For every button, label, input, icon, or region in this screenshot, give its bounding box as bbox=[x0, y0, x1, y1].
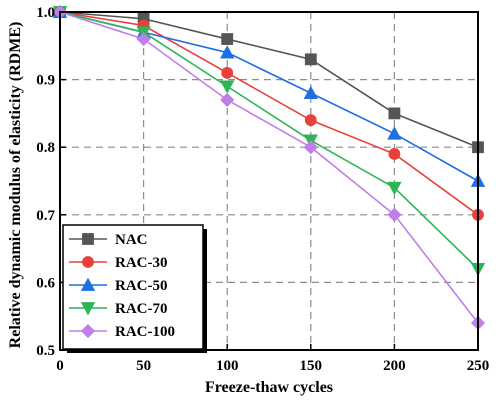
legend-marker bbox=[80, 323, 96, 339]
series-line bbox=[59, 11, 479, 216]
legend-label: NAC bbox=[115, 232, 148, 248]
legend-label: RAC-30 bbox=[115, 255, 168, 271]
legend-marker bbox=[82, 256, 94, 268]
data-point bbox=[303, 140, 318, 155]
series-rac-100 bbox=[52, 4, 486, 331]
x-tick-label: 250 bbox=[467, 358, 490, 374]
series-line bbox=[59, 11, 479, 270]
y-tick-label: 1.0 bbox=[36, 5, 55, 21]
data-point bbox=[220, 80, 235, 94]
legend-label: RAC-70 bbox=[115, 301, 168, 317]
legend-marker bbox=[80, 302, 96, 316]
data-point bbox=[304, 114, 317, 127]
legend-item: NAC bbox=[69, 232, 148, 248]
legend-item: RAC-50 bbox=[69, 277, 168, 294]
legend-item: RAC-100 bbox=[69, 323, 175, 340]
y-tick-label: 0.6 bbox=[36, 275, 55, 291]
y-tick-label: 0.5 bbox=[36, 343, 55, 359]
legend-item: RAC-30 bbox=[69, 255, 168, 271]
data-point bbox=[304, 53, 317, 66]
data-point bbox=[387, 207, 402, 222]
data-point bbox=[221, 66, 234, 79]
data-point bbox=[220, 45, 235, 59]
y-tick-label: 0.9 bbox=[36, 73, 55, 89]
legend-label: RAC-50 bbox=[115, 278, 168, 294]
x-tick-label: 200 bbox=[383, 358, 406, 374]
x-tick-label: 150 bbox=[300, 358, 323, 374]
legend-marker bbox=[82, 233, 94, 245]
axis-ticks: 0 50 100 150 200 250 0.5 0.6 0.7 0.8 0.9 1.0 bbox=[36, 5, 489, 374]
data-point bbox=[303, 85, 318, 100]
y-tick-label: 0.7 bbox=[36, 208, 55, 224]
x-tick-label: 50 bbox=[136, 358, 151, 374]
legend-label: RAC-100 bbox=[115, 324, 175, 340]
legend-item: RAC-70 bbox=[69, 301, 168, 317]
legend-marker bbox=[80, 277, 96, 291]
series-line bbox=[59, 11, 479, 148]
plot-frame bbox=[59, 11, 479, 351]
legend: NAC RAC-30 RAC-50 RAC-70 RAC-100 bbox=[62, 224, 207, 353]
x-axis-title: Freeze-thaw cycles bbox=[205, 379, 333, 396]
data-point bbox=[220, 92, 235, 107]
y-axis-title: Relative dynamic modulus of elasticity (… bbox=[7, 22, 24, 349]
data-point bbox=[387, 181, 402, 196]
data-point bbox=[388, 148, 401, 160]
x-tick-label: 0 bbox=[56, 358, 64, 374]
data-point bbox=[136, 31, 151, 47]
data-point bbox=[221, 33, 234, 45]
y-tick-label: 0.8 bbox=[36, 140, 55, 156]
data-point bbox=[388, 107, 401, 120]
data-point bbox=[387, 126, 402, 140]
series-line bbox=[59, 11, 479, 324]
x-tick-label: 100 bbox=[216, 358, 239, 374]
